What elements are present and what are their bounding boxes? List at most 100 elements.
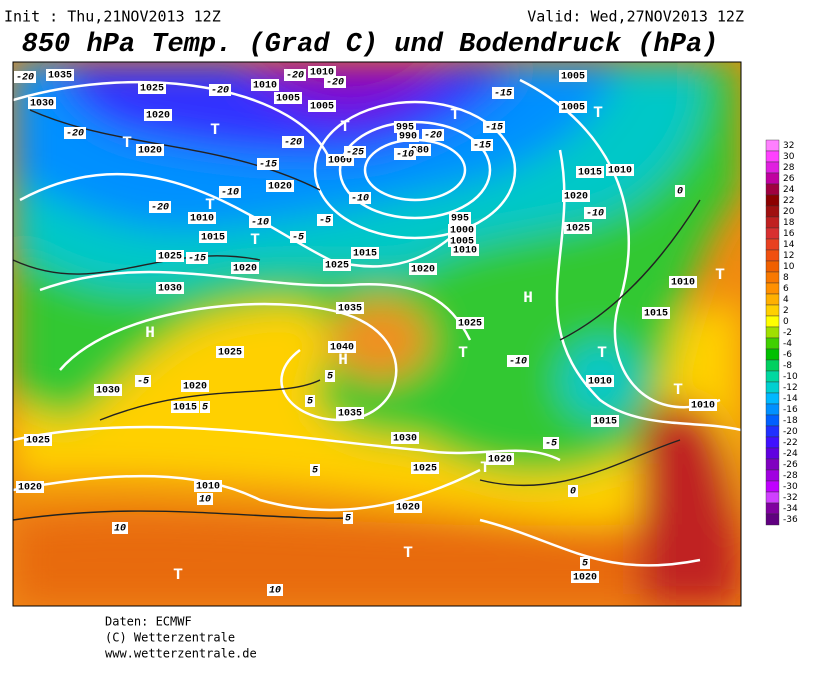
- colorbar-swatch: [765, 304, 780, 317]
- colorbar-label: -4: [783, 339, 792, 349]
- temperature-label: -15: [473, 141, 491, 152]
- isobar-label: 1010: [453, 246, 477, 257]
- colorbar-label: -32: [783, 493, 798, 503]
- colorbar-label: 10: [783, 262, 795, 272]
- temperature-label: 5: [327, 372, 333, 383]
- label-box: [543, 437, 559, 449]
- colorbar-label: 32: [783, 141, 794, 151]
- temperature-label: -15: [188, 254, 206, 265]
- colorbar-label: 8: [783, 273, 789, 283]
- colorbar-label: -26: [783, 460, 798, 470]
- temperature-label: -10: [251, 218, 269, 229]
- temperature-label: 5: [582, 559, 588, 570]
- label-box: [231, 262, 259, 274]
- colorbar-label: 24: [783, 185, 795, 195]
- temperature-label: -20: [326, 78, 344, 89]
- label-box: [290, 231, 306, 243]
- colorbar-swatch: [765, 425, 780, 438]
- label-box: [606, 164, 634, 176]
- colorbar-swatch: [765, 227, 780, 240]
- pressure-center: H: [338, 351, 348, 369]
- temperature-label: 10: [114, 524, 126, 535]
- label-box: [171, 401, 199, 413]
- label-box: [308, 100, 336, 112]
- colorbar-label: 12: [783, 251, 794, 261]
- isobar-label: 1005: [276, 94, 300, 105]
- isobar-label: 1035: [48, 71, 72, 82]
- temperature-label: 5: [307, 397, 313, 408]
- colorbar-swatch: [765, 216, 780, 229]
- temperature-label: -15: [485, 123, 503, 134]
- isobar-label: 1030: [96, 386, 120, 397]
- footer-line: Daten: ECMWF: [105, 615, 192, 629]
- colorbar-swatch: [765, 150, 780, 163]
- pressure-center: T: [673, 381, 683, 399]
- colorbar-label: -10: [783, 372, 798, 382]
- temperature-label: 5: [312, 466, 318, 477]
- isobar-label: 1020: [233, 264, 257, 275]
- isobar-label: 1020: [411, 265, 435, 276]
- isobar-label: 1025: [458, 319, 482, 330]
- isobar-label: 1025: [158, 252, 182, 263]
- label-box: [411, 462, 439, 474]
- label-box: [507, 355, 529, 367]
- label-box: [559, 70, 587, 82]
- isobar-label: 1005: [450, 237, 474, 248]
- map-frame: [12, 61, 742, 607]
- colorbar-label: -6: [783, 350, 792, 360]
- label-box: [562, 190, 590, 202]
- isobar-label: 1035: [338, 409, 362, 420]
- colorbar-swatch: [765, 271, 780, 284]
- colorbar: 32302826242220181614121086420-2-4-6-8-10…: [765, 139, 798, 526]
- temperature-label: -20: [284, 138, 302, 149]
- label-box: [200, 401, 210, 413]
- label-box: [267, 584, 283, 596]
- isobar-label: 1020: [488, 455, 512, 466]
- pressure-center: H: [145, 324, 155, 342]
- label-box: [471, 139, 493, 151]
- pressure-center: T: [715, 266, 725, 284]
- label-box: [394, 501, 422, 513]
- label-box: [586, 375, 614, 387]
- colorbar-swatch: [765, 238, 780, 251]
- colorbar-label: -2: [783, 328, 792, 338]
- label-box: [14, 71, 36, 83]
- isobar-label: 1030: [393, 434, 417, 445]
- temperature-label: 0: [570, 487, 576, 498]
- pressure-center: T: [480, 459, 490, 477]
- colorbar-label: 26: [783, 174, 795, 184]
- isobar-label: 1020: [396, 503, 420, 514]
- label-box: [199, 231, 227, 243]
- isobar-label: 1015: [578, 168, 602, 179]
- label-box: [156, 250, 184, 262]
- colorbar-swatch: [765, 359, 780, 372]
- colorbar-label: -14: [783, 394, 798, 404]
- temperature-label: -5: [137, 377, 149, 388]
- label-box: [16, 481, 44, 493]
- isobar-label: 980: [411, 146, 429, 157]
- isobar-label: 1040: [330, 343, 354, 354]
- label-box: [64, 127, 86, 139]
- isobar-label: 1025: [140, 84, 164, 95]
- label-box: [422, 129, 444, 141]
- temperature-label: -10: [509, 357, 527, 368]
- label-box: [559, 101, 587, 113]
- isobar-label: 1020: [138, 146, 162, 157]
- isobar-label: 1020: [146, 111, 170, 122]
- label-box: [144, 109, 172, 121]
- colorbar-label: 20: [783, 207, 795, 217]
- isobar-label: 1015: [201, 233, 225, 244]
- temperature-label: 5: [345, 514, 351, 525]
- isobar-label: 1005: [561, 72, 585, 83]
- colorbar-swatch: [765, 260, 780, 273]
- colorbar-swatch: [765, 447, 780, 460]
- label-box: [568, 485, 578, 497]
- label-box: [576, 166, 604, 178]
- temperature-label: -5: [319, 216, 331, 227]
- label-box: [284, 69, 306, 81]
- init-time: Init : Thu,21NOV2013 12Z: [4, 8, 221, 26]
- colorbar-label: 2: [783, 306, 789, 316]
- label-box: [580, 557, 590, 569]
- label-box: [310, 464, 320, 476]
